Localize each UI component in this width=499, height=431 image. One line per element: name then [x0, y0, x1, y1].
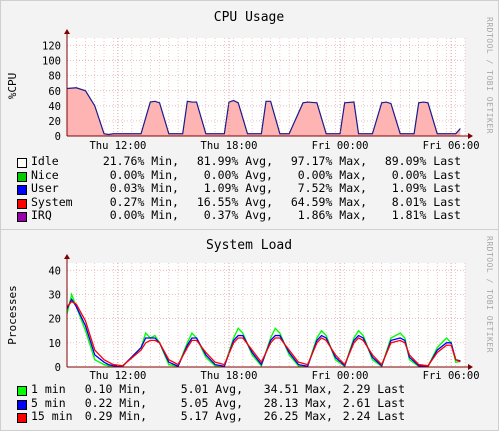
legend-name: User [31, 181, 59, 196]
y-tick-label: 120 [42, 41, 61, 53]
plot-area: 0 10 20 30 40 Thu 12:00 Thu 18:00 Fri 00:00 Fri … [48, 254, 480, 382]
x-tick-label: Thu 12:00 [89, 370, 146, 382]
legend-last: 2.24 Last [342, 409, 405, 424]
legend-row: System 0.27% Min, 16.55% Avg, 64.59% Max, 8.… [17, 194, 477, 210]
x-tick-label: Thu 18:00 [201, 370, 258, 382]
legend-swatch [17, 198, 27, 209]
legend-last: 8.01% Last [391, 194, 461, 209]
legend-min: 0.03% Min, [109, 181, 179, 196]
legend-last: 89.09% Last [384, 154, 461, 168]
chart-title: CPU Usage [214, 10, 285, 25]
legend-avg: 0.37% Avg, [203, 208, 273, 223]
legend: 1 min 0.10 Min, 5.01 Avg, 34.51 Max, 2.29 La… [17, 382, 417, 424]
y-axis-label: %CPU [6, 73, 19, 100]
y-tick-label: 100 [42, 56, 61, 68]
y-tick-label: 20 [48, 116, 61, 128]
legend-avg: 0.00% Avg, [203, 167, 273, 182]
system-load-chart: System Load Processes RRDTOOL / TOBI OET… [6, 236, 494, 382]
legend-name: IRQ [31, 208, 52, 223]
y-tick-label: 60 [48, 86, 61, 98]
legend-name: Nice [31, 167, 59, 182]
legend-row: 1 min 0.10 Min, 5.01 Avg, 34.51 Max, 2.29 La… [17, 382, 417, 397]
legend-last: 2.29 Last [342, 382, 405, 396]
legend-name: Idle [31, 154, 59, 168]
cpu-usage-chart: CPU Usage %CPU RRDTOOL / TOBI OETIKER 0 2… [6, 10, 494, 152]
x-tick-label: Fri 06:00 [423, 140, 480, 152]
legend-row: User 0.03% Min, 1.09% Avg, 7.52% Max, 1.09% … [17, 182, 477, 196]
legend-row: Nice 0.00% Min, 0.00% Avg, 0.00% Max, 0.00% … [17, 167, 477, 183]
legend-name: 15 min [31, 409, 73, 424]
legend-avg: 1.09% Avg, [203, 181, 273, 196]
x-tick-label: Fri 06:00 [423, 370, 480, 382]
legend-max: 64.59% Max, [290, 194, 367, 209]
plot-area: 0 20 40 60 80 100 120 Thu 12:00 Thu 18:00 Fri 00:… [42, 29, 480, 152]
x-axis-arrow [468, 133, 473, 139]
y-tick-label: 0 [55, 131, 61, 143]
legend-row: IRQ 0.00% Min, 0.37% Avg, 1.86% Max, 1.81% L… [17, 209, 477, 223]
legend-min: 0.27% Min, [109, 194, 179, 209]
legend: Idle 21.76% Min, 81.99% Avg, 97.17% Max, 89.… [17, 154, 477, 223]
x-tick-label: Thu 18:00 [201, 140, 258, 152]
legend-last: 2.61 Last [342, 395, 405, 410]
legend-max: 28.13 Max, [263, 395, 333, 410]
legend-swatch [17, 212, 27, 223]
x-tick-label: Fri 00:00 [312, 370, 369, 382]
legend-swatch [17, 399, 27, 410]
legend-min: 0.00% Min, [109, 208, 179, 223]
legend-swatch [17, 185, 27, 196]
legend-min: 21.76% Min, [102, 154, 179, 168]
legend-name: System [31, 194, 73, 209]
legend-max: 97.17% Max, [290, 154, 367, 168]
y-axis-label: Processes [6, 285, 19, 345]
legend-swatch [17, 158, 27, 168]
legend-max: 7.52% Max, [297, 181, 367, 196]
legend-avg: 5.01 Avg, [180, 382, 243, 396]
legend-avg: 5.17 Avg, [180, 409, 243, 424]
legend-min: 0.22 Min, [84, 395, 147, 410]
y-tick-label: 30 [48, 289, 61, 301]
legend-last: 1.09% Last [391, 181, 461, 196]
legend-avg: 16.55% Avg, [196, 194, 273, 209]
cpu-usage-panel: CPU Usage %CPU RRDTOOL / TOBI OETIKER 0 2… [0, 0, 499, 230]
legend-max: 0.00% Max, [297, 167, 367, 182]
legend-max: 1.86% Max, [297, 208, 367, 223]
y-tick-label: 40 [48, 101, 61, 113]
legend-max: 34.51 Max, [263, 382, 333, 396]
y-tick-label: 20 [48, 314, 61, 326]
legend-swatch [17, 171, 27, 182]
legend-min: 0.00% Min, [109, 167, 179, 182]
legend-row: 15 min 0.29 Min, 5.17 Avg, 26.25 Max, 2.24 L… [17, 410, 417, 424]
legend-min: 0.10 Min, [84, 382, 147, 396]
chart-title: System Load [206, 238, 292, 253]
y-tick-label: 80 [48, 71, 61, 83]
y-tick-label: 0 [55, 362, 61, 374]
y-tick-label: 10 [48, 338, 61, 350]
legend-name: 1 min [31, 382, 66, 396]
legend-min: 0.29 Min, [84, 409, 147, 424]
legend-name: 5 min [31, 395, 66, 410]
y-tick-label: 40 [48, 265, 61, 277]
x-axis-arrow [468, 364, 473, 370]
legend-swatch [17, 386, 27, 396]
legend-last: 1.81% Last [391, 208, 461, 223]
legend-last: 0.00% Last [391, 167, 461, 182]
system-load-panel: System Load Processes RRDTOOL / TOBI OET… [0, 229, 499, 431]
legend-row: Idle 21.76% Min, 81.99% Avg, 97.17% Max, 89.… [17, 154, 477, 169]
y-axis-arrow [64, 254, 70, 259]
watermark: RRDTOOL / TOBI OETIKER [485, 17, 494, 134]
legend-avg: 5.05 Avg, [180, 395, 243, 410]
y-axis-arrow [64, 29, 70, 34]
legend-row: 5 min 0.22 Min, 5.05 Avg, 28.13 Max, 2.61 La… [17, 395, 417, 411]
x-tick-label: Thu 12:00 [89, 140, 146, 152]
plot-background [67, 263, 465, 367]
series-line-3 [66, 300, 461, 367]
legend-swatch [17, 413, 27, 424]
legend-max: 26.25 Max, [263, 409, 333, 424]
watermark: RRDTOOL / TOBI OETIKER [485, 236, 494, 353]
legend-avg: 81.99% Avg, [196, 154, 273, 168]
series-line-system [66, 87, 461, 136]
x-tick-label: Fri 00:00 [312, 140, 369, 152]
